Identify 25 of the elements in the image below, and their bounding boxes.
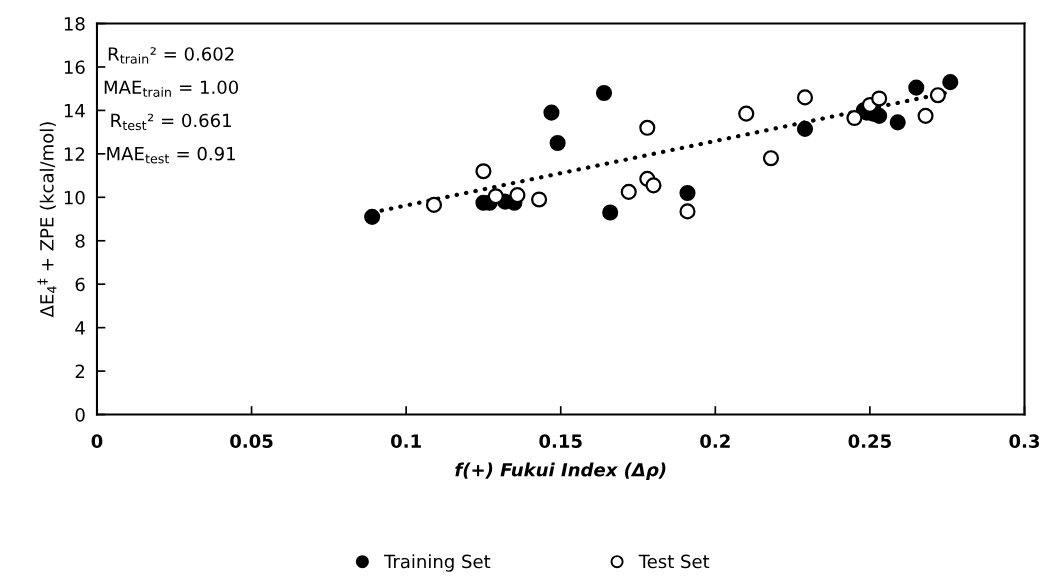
x-tick-label: 0.3: [1009, 434, 1040, 448]
x-tick-label: 0.25: [848, 434, 891, 448]
y-tick-label: 10: [64, 190, 85, 205]
x-tick-label: 0.05: [230, 434, 273, 448]
y-tick-label: 2: [75, 364, 85, 378]
annotation: R$_{test}$² = 0.661: [111, 113, 231, 131]
y-tick-label: 8: [75, 234, 85, 248]
y-tick-label: 0: [75, 408, 85, 422]
legend-label: Training Set: [384, 554, 491, 572]
legend-label: Test Set: [638, 554, 710, 569]
x-tick-label: 0.1: [391, 434, 421, 448]
x-tick-label: 0: [91, 434, 103, 448]
annotation: R$_{train}$² = 0.602: [108, 47, 234, 64]
y-tick-label: 14: [64, 104, 85, 118]
y-tick-label: 4: [75, 321, 85, 335]
y-axis-title: ΔE$_{4}$$^{‡}$ + ZPE (kcal/mol): [37, 122, 57, 318]
y-tick-label: 16: [64, 60, 85, 75]
y-tick-label: 18: [64, 16, 85, 31]
x-tick-label: 0.2: [700, 434, 730, 448]
x-tick-label: 0.15: [539, 434, 582, 448]
y-tick-label: 6: [75, 277, 85, 292]
annotation: MAE$_{train}$ = 1.00: [104, 80, 239, 97]
x-axis-title: f(+) Fukui Index (Δρ): [455, 462, 666, 481]
y-tick-label: 12: [64, 147, 85, 161]
annotation: MAE$_{test}$ = 0.91: [107, 146, 235, 164]
